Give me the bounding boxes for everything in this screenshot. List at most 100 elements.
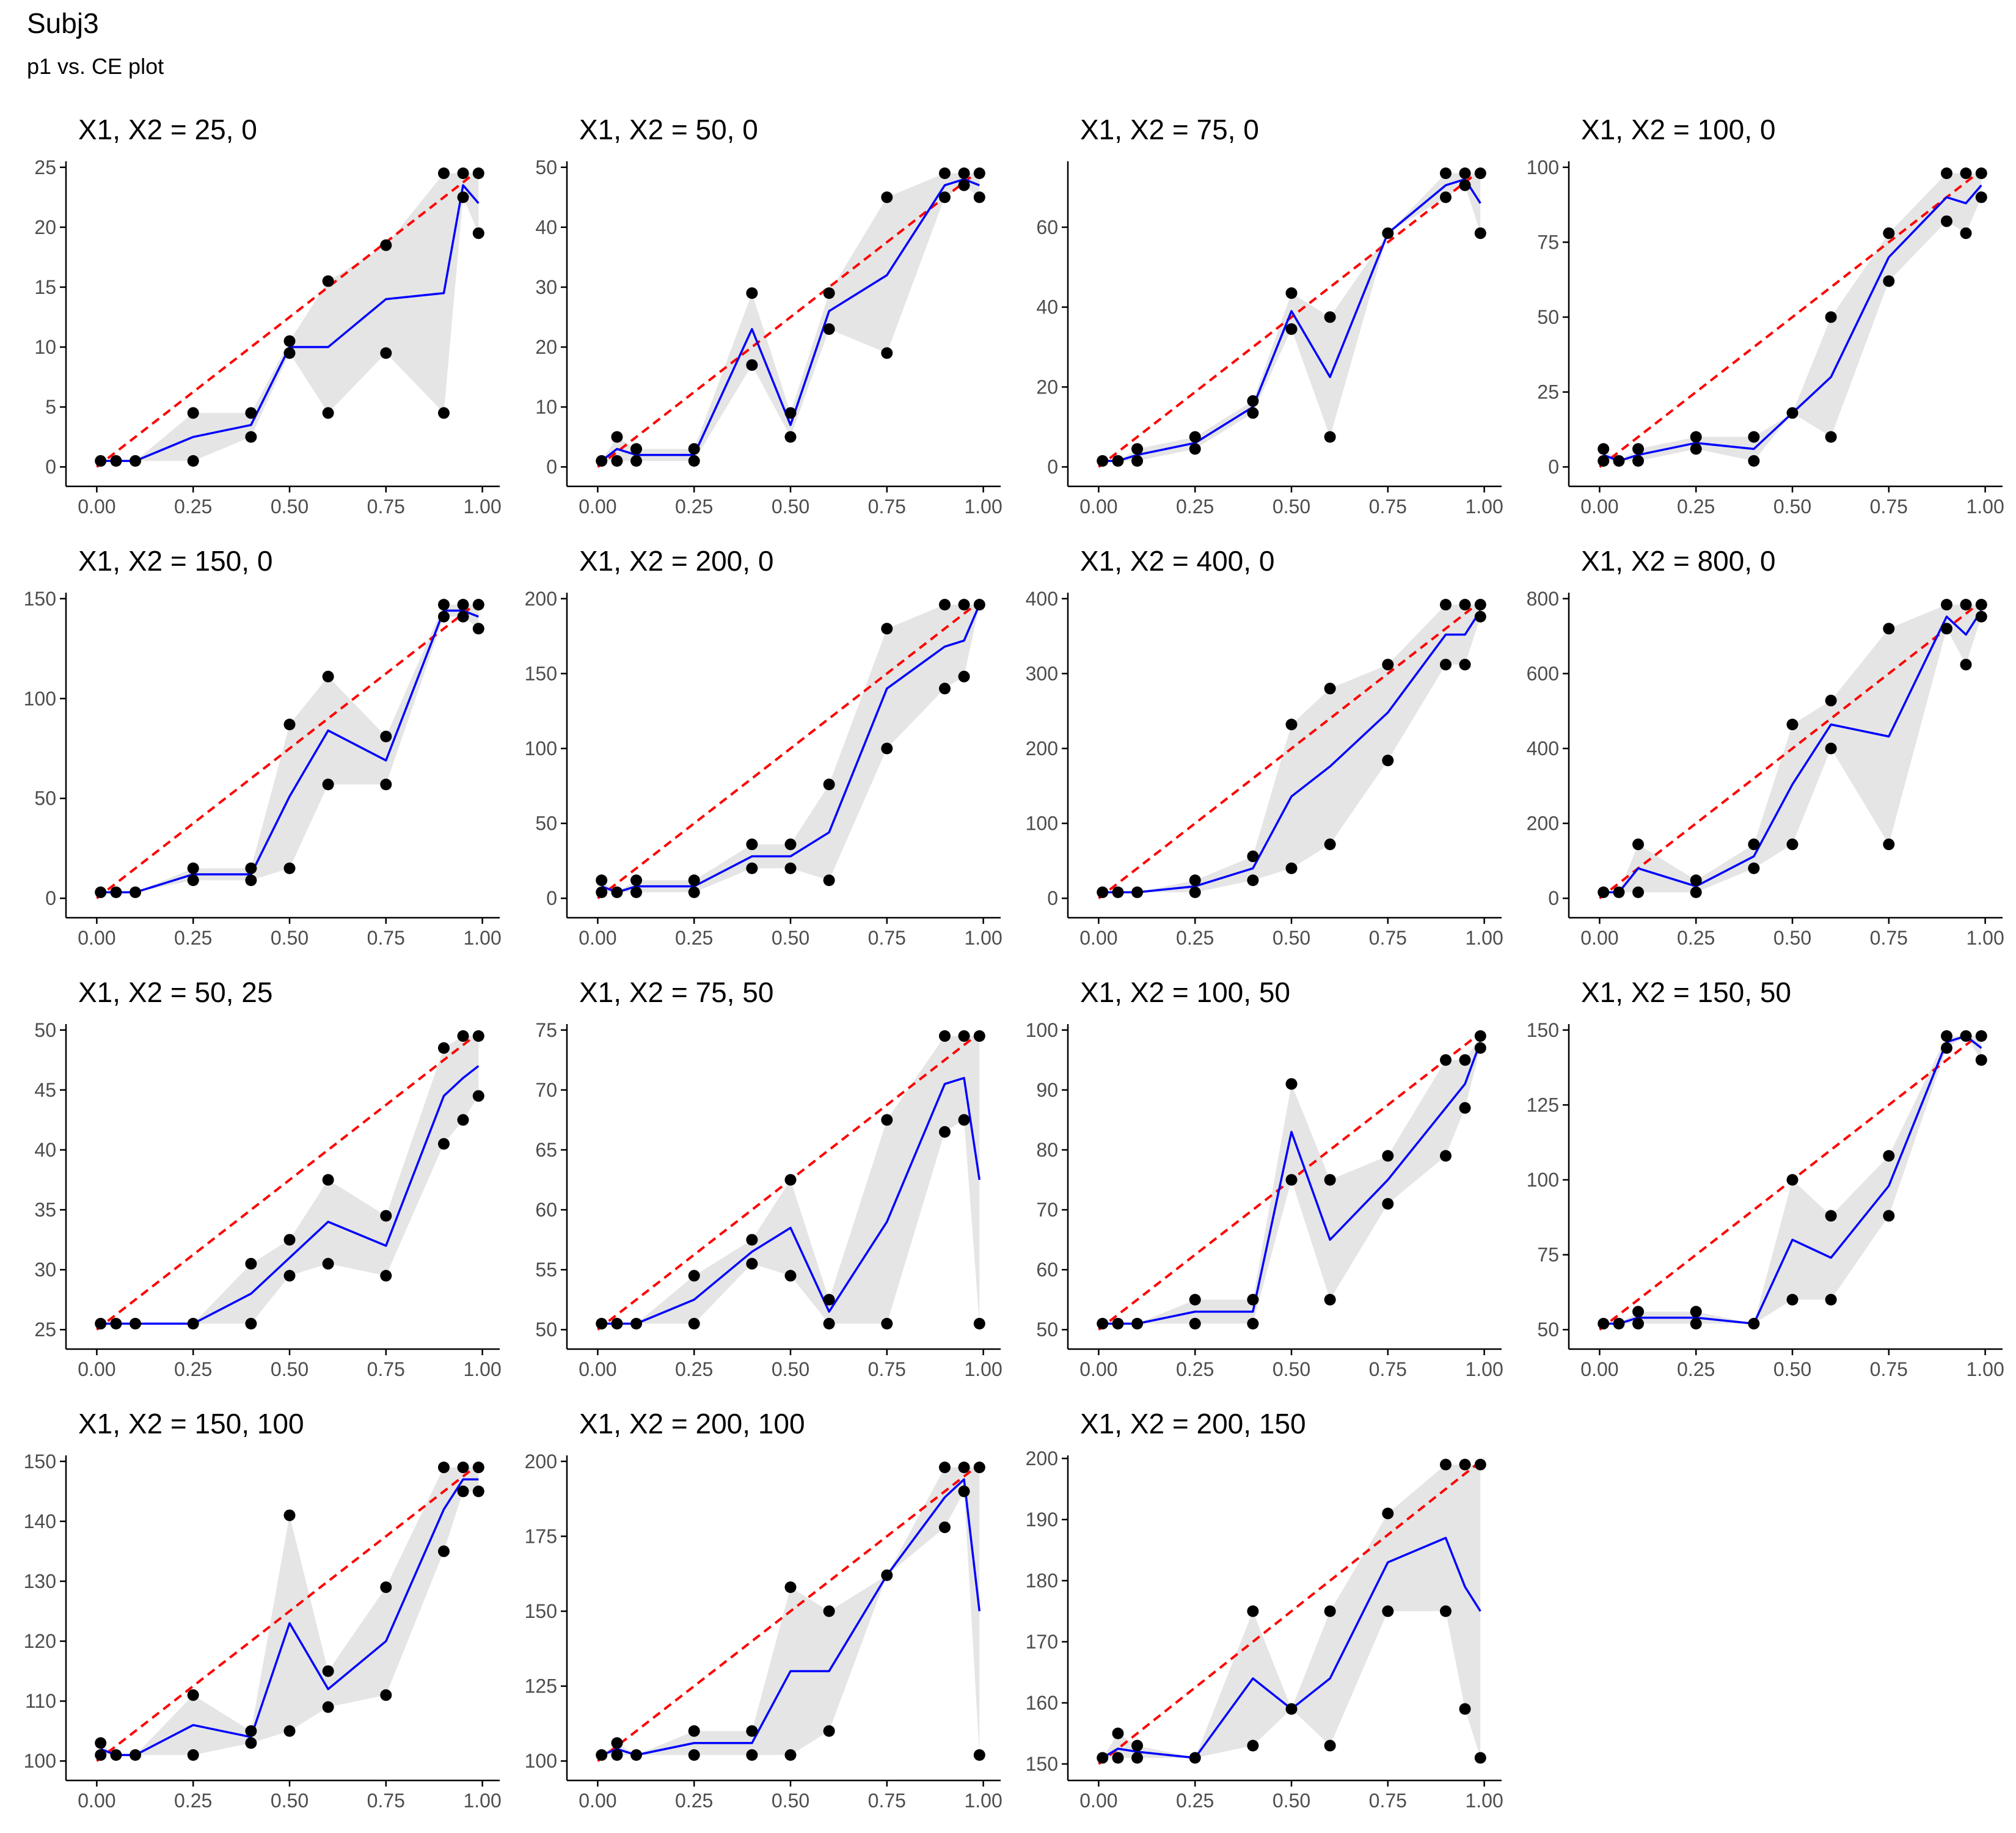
data-point bbox=[1324, 431, 1336, 443]
data-point bbox=[437, 610, 450, 623]
data-point bbox=[380, 347, 392, 359]
data-point bbox=[95, 1317, 107, 1330]
y-tick-label: 80 bbox=[1036, 1139, 1058, 1161]
y-tick-label: 0 bbox=[1047, 456, 1058, 478]
data-point bbox=[380, 730, 392, 742]
y-tick-label: 60 bbox=[535, 1199, 557, 1221]
data-point bbox=[472, 227, 484, 240]
data-point bbox=[1324, 682, 1336, 695]
data-point bbox=[1975, 191, 1987, 203]
data-point bbox=[1189, 443, 1201, 455]
identity-line bbox=[1599, 166, 1986, 468]
y-tick-label: 30 bbox=[535, 276, 557, 298]
data-point bbox=[457, 191, 469, 203]
data-point bbox=[938, 1521, 951, 1534]
data-point bbox=[130, 1749, 142, 1761]
data-point bbox=[1459, 659, 1471, 671]
y-tick-label: 100 bbox=[1026, 1019, 1058, 1041]
data-point bbox=[1690, 431, 1702, 443]
data-point bbox=[1883, 227, 1895, 240]
y-tick-label: 35 bbox=[34, 1199, 56, 1221]
x-tick-label: 0.75 bbox=[868, 496, 906, 518]
mean-line bbox=[1102, 178, 1481, 463]
y-tick-label: 5 bbox=[45, 396, 56, 418]
data-point bbox=[688, 1749, 700, 1761]
data-point bbox=[746, 1725, 758, 1737]
data-point bbox=[1439, 191, 1452, 203]
confidence-band bbox=[100, 1036, 479, 1324]
data-point bbox=[1825, 695, 1837, 707]
y-tick-label: 40 bbox=[1036, 296, 1058, 318]
data-point bbox=[973, 1030, 985, 1042]
data-point bbox=[1324, 1174, 1336, 1186]
data-point bbox=[245, 1737, 257, 1749]
data-point bbox=[1598, 1317, 1610, 1330]
panel-title: X1, X2 = 150, 50 bbox=[1581, 976, 1791, 1008]
data-point bbox=[881, 623, 893, 635]
figure-title: Subj3 bbox=[27, 7, 99, 39]
mean-line bbox=[601, 604, 981, 894]
data-point bbox=[1748, 862, 1760, 874]
data-point bbox=[1940, 1030, 1952, 1042]
data-point bbox=[958, 1114, 970, 1126]
data-point bbox=[1459, 1054, 1471, 1066]
x-tick-label: 0.00 bbox=[1580, 496, 1618, 518]
data-point bbox=[1112, 886, 1124, 898]
y-tick-label: 50 bbox=[1537, 306, 1559, 328]
data-point bbox=[1439, 167, 1452, 180]
data-point bbox=[1786, 719, 1799, 731]
data-point bbox=[611, 1317, 623, 1330]
y-tick-label: 50 bbox=[535, 1319, 557, 1341]
data-point bbox=[630, 886, 643, 898]
data-point bbox=[1883, 838, 1895, 851]
data-point bbox=[784, 862, 797, 874]
data-point bbox=[1189, 1293, 1201, 1306]
x-tick-label: 0.00 bbox=[579, 1358, 616, 1380]
data-point bbox=[1285, 1078, 1298, 1090]
x-tick-label: 1.00 bbox=[964, 496, 1002, 518]
data-point bbox=[1825, 1293, 1837, 1306]
y-tick-label: 200 bbox=[1026, 737, 1058, 759]
data-point bbox=[1247, 1317, 1259, 1330]
data-point bbox=[1940, 623, 1952, 635]
identity-line bbox=[597, 166, 984, 468]
x-tick-label: 1.00 bbox=[463, 496, 501, 518]
data-point bbox=[1459, 167, 1471, 180]
data-point bbox=[1613, 1317, 1625, 1330]
x-tick-label: 0.75 bbox=[868, 927, 906, 949]
y-tick-label: 50 bbox=[535, 813, 557, 835]
x-tick-label: 0.25 bbox=[1176, 927, 1214, 949]
x-tick-label: 0.75 bbox=[367, 1358, 405, 1380]
data-point bbox=[1632, 1306, 1645, 1318]
data-point bbox=[746, 862, 758, 874]
data-point bbox=[457, 1485, 469, 1498]
x-tick-label: 1.00 bbox=[1966, 1358, 2004, 1380]
data-point bbox=[283, 1234, 296, 1246]
data-point bbox=[1131, 886, 1144, 898]
data-point bbox=[283, 862, 296, 874]
facet-panel: X1, X2 = 75, 50 50 55 60 65 70 75 0.00 0.25 0.50 0… bbox=[535, 976, 1002, 1380]
data-point bbox=[187, 874, 199, 887]
x-tick-label: 0.50 bbox=[271, 496, 309, 518]
facet-panel: X1, X2 = 800, 0 0 200 400 600 800 0.00 0.25 0.50… bbox=[1527, 545, 2004, 949]
data-point bbox=[1459, 1458, 1471, 1471]
data-point bbox=[1439, 659, 1452, 671]
data-point bbox=[688, 443, 700, 455]
facet-panel: X1, X2 = 50, 25 25 30 35 40 45 50 0.00 0.25 0.50 0… bbox=[34, 976, 501, 1380]
mean-line bbox=[601, 1478, 981, 1757]
y-tick-label: 10 bbox=[535, 396, 557, 418]
y-tick-label: 0 bbox=[1548, 887, 1559, 909]
x-tick-label: 0.50 bbox=[1773, 496, 1811, 518]
data-point bbox=[437, 407, 450, 419]
y-tick-label: 100 bbox=[525, 737, 557, 759]
y-tick-label: 50 bbox=[34, 1019, 56, 1041]
data-point bbox=[283, 347, 296, 359]
x-tick-label: 0.50 bbox=[271, 1358, 309, 1380]
x-tick-label: 0.75 bbox=[367, 1790, 405, 1812]
data-point bbox=[245, 862, 257, 874]
panel-title: X1, X2 = 150, 0 bbox=[78, 545, 272, 577]
data-point bbox=[322, 1174, 334, 1186]
x-tick-label: 0.50 bbox=[772, 1358, 809, 1380]
data-point bbox=[187, 1689, 199, 1701]
data-point bbox=[958, 167, 970, 180]
